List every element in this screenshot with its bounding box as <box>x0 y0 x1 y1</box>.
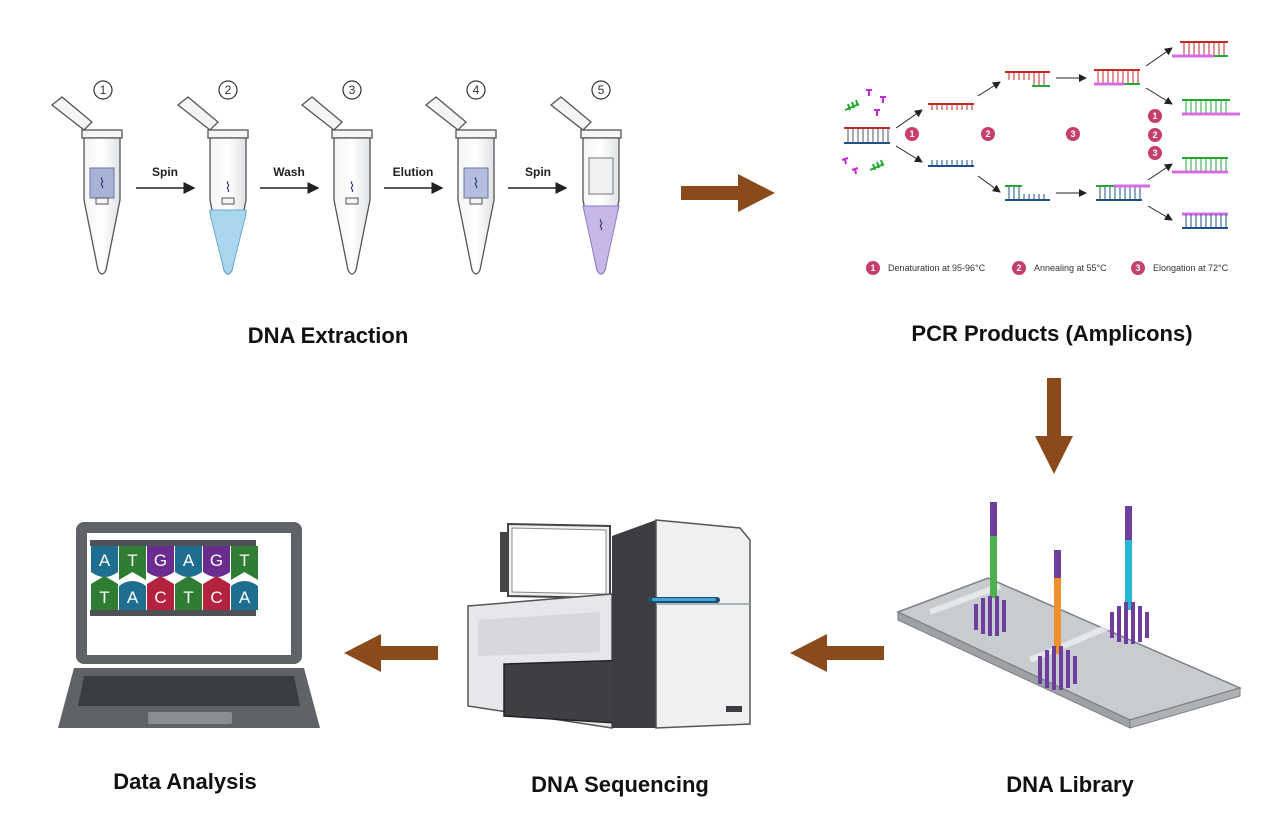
elongated-top <box>1094 69 1140 86</box>
svg-text:1: 1 <box>1152 111 1157 121</box>
tube-5: ⌇ <box>549 96 622 275</box>
base-cell-top <box>119 546 146 580</box>
tube-3: ⌇ <box>300 96 373 275</box>
dna-sequencing-title: DNA Sequencing <box>531 772 709 797</box>
legend-elongation: Elongation at 72°C <box>1153 263 1229 273</box>
tube-number-2: 2 <box>218 80 238 100</box>
base-cell-top <box>147 546 174 577</box>
base-cell-bottom <box>203 576 230 610</box>
svg-text:2: 2 <box>1152 130 1157 140</box>
svg-text:⌇: ⌇ <box>225 180 232 196</box>
flow-arrow-left-2 <box>344 634 438 672</box>
primers <box>841 89 886 175</box>
elongated-bottom <box>1096 184 1150 201</box>
flow-arrow-right <box>681 174 775 212</box>
svg-text:⌇: ⌇ <box>99 176 106 192</box>
base-letter-bottom: C <box>154 588 166 607</box>
tube-number-5: 5 <box>591 80 611 100</box>
dna-extraction-panel: 1 2 3 4 5 ⌇ <box>50 80 622 348</box>
svg-text:⌇: ⌇ <box>349 180 356 196</box>
product-2 <box>1182 99 1240 116</box>
svg-text:1: 1 <box>100 83 107 97</box>
single-strand-bottom <box>928 160 974 167</box>
base-cell-bottom <box>175 576 202 610</box>
svg-text:5: 5 <box>598 83 605 97</box>
svg-text:1: 1 <box>870 263 875 273</box>
base-cell-bottom <box>231 581 258 610</box>
base-cell-bottom <box>91 576 118 610</box>
svg-text:⌇: ⌇ <box>473 176 480 192</box>
svg-text:2: 2 <box>225 83 232 97</box>
product-3 <box>1172 157 1228 174</box>
base-cell-top <box>203 546 230 577</box>
flow-arrow-down <box>1035 378 1073 474</box>
base-letter-top: T <box>127 551 137 570</box>
product-4 <box>1182 212 1228 229</box>
base-letter-top: A <box>183 551 195 570</box>
svg-text:3: 3 <box>349 83 356 97</box>
svg-text:3: 3 <box>1135 263 1140 273</box>
base-letter-bottom: A <box>239 588 251 607</box>
pcr-title: PCR Products (Amplicons) <box>911 321 1192 346</box>
base-letter-bottom: A <box>127 588 139 607</box>
base-cell-top <box>175 546 202 577</box>
pcr-panel: 1 2 3 1 2 3 1 Denaturation at 95-96°C <box>841 41 1240 346</box>
svg-text:⌇: ⌇ <box>598 218 605 234</box>
base-cell-top <box>231 546 258 580</box>
step-label-spin-2: Spin <box>525 165 551 179</box>
pcr-step-marker-3: 3 <box>1066 127 1080 141</box>
dna-sequencer: DNA Sequencing <box>467 519 751 797</box>
pcr-legend: 1 Denaturation at 95-96°C 2 Annealing at… <box>866 261 1229 275</box>
base-letter-top: G <box>154 551 167 570</box>
tube-number-4: 4 <box>466 80 486 100</box>
base-cell-bottom <box>147 576 174 610</box>
svg-text:3: 3 <box>1070 129 1075 139</box>
dna-library-panel: DNA Library <box>896 502 1243 797</box>
base-letter-bottom: T <box>99 588 109 607</box>
svg-text:4: 4 <box>473 83 480 97</box>
step-label-elution: Elution <box>393 165 434 179</box>
dna-extraction-title: DNA Extraction <box>248 323 409 348</box>
svg-text:2: 2 <box>1016 263 1021 273</box>
tube-1: ⌇ <box>50 96 123 275</box>
base-cell-top <box>91 546 118 577</box>
base-letter-top: T <box>239 551 249 570</box>
tube-number-1: 1 <box>93 80 113 100</box>
legend-annealing: Annealing at 55°C <box>1034 263 1107 273</box>
tube-4: ⌇ <box>424 96 497 275</box>
library-fragment-orange <box>1038 550 1077 690</box>
tube-number-3: 3 <box>342 80 362 100</box>
library-fragment-blue <box>1110 506 1149 644</box>
annealed-bottom <box>1005 185 1050 201</box>
product-1 <box>1172 41 1228 58</box>
pcr-step-marker-2: 2 <box>981 127 995 141</box>
annealed-top <box>1005 71 1050 87</box>
svg-text:2: 2 <box>985 129 990 139</box>
pcr-side-marker-1: 1 <box>1148 109 1162 123</box>
base-letter-bottom: T <box>183 588 193 607</box>
pcr-side-marker-2: 2 <box>1148 128 1162 142</box>
data-analysis-title: Data Analysis <box>113 769 256 794</box>
template-dna <box>844 127 890 144</box>
svg-text:1: 1 <box>909 129 914 139</box>
step-label-spin: Spin <box>152 165 178 179</box>
base-cell-bottom <box>119 581 146 610</box>
flow-arrow-left-1 <box>790 634 884 672</box>
step-label-wash: Wash <box>273 165 305 179</box>
pcr-step-marker-1: 1 <box>905 127 919 141</box>
svg-text:3: 3 <box>1152 148 1157 158</box>
single-strand-top <box>928 103 974 110</box>
base-letter-top: G <box>210 551 223 570</box>
legend-denaturation: Denaturation at 95-96°C <box>888 263 986 273</box>
base-letter-top: A <box>99 551 111 570</box>
tube-2: ⌇ <box>176 96 249 275</box>
dna-library-title: DNA Library <box>1006 772 1134 797</box>
library-fragment-green <box>974 502 1006 636</box>
base-letter-bottom: C <box>210 588 222 607</box>
pcr-side-marker-3: 3 <box>1148 146 1162 160</box>
